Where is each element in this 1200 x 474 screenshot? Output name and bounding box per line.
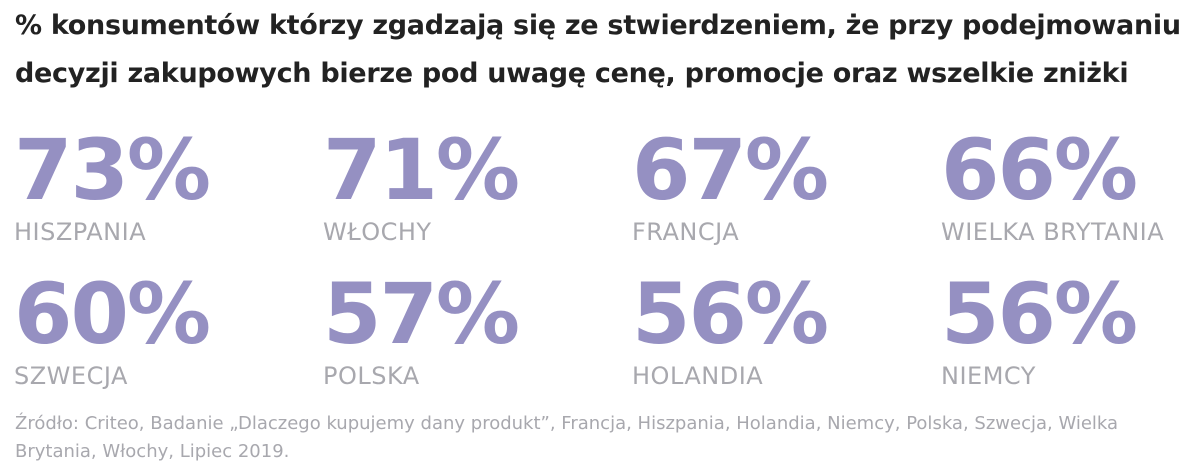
stat-country: FRANCJA	[632, 218, 740, 246]
stat-item: 56% HOLANDIA	[632, 269, 941, 413]
stat-country: HISZPANIA	[14, 218, 147, 246]
stat-value: 67%	[632, 121, 829, 219]
stat-country: HOLANDIA	[632, 362, 764, 390]
stat-country: WŁOCHY	[323, 218, 432, 246]
infographic-title: % konsumentów którzy zgadzają się ze stw…	[15, 10, 1181, 89]
stat-item: 56% NIEMCY	[941, 269, 1200, 413]
stat-item: 67% FRANCJA	[632, 125, 941, 269]
stat-country: SZWECJA	[14, 362, 128, 390]
stat-item: 60% SZWECJA	[14, 269, 323, 413]
stat-country: POLSKA	[323, 362, 420, 390]
stat-item: 66% WIELKA BRYTANIA	[941, 125, 1200, 269]
stat-item: 57% POLSKA	[323, 269, 632, 413]
stat-value: 56%	[941, 265, 1138, 363]
stat-value: 71%	[323, 121, 520, 219]
stat-item: 71% WŁOCHY	[323, 125, 632, 269]
source-note: Źródło: Criteo, Badanie „Dlaczego kupuje…	[15, 413, 1119, 462]
stat-value: 56%	[632, 265, 829, 363]
stat-item: 73% HISZPANIA	[14, 125, 323, 269]
stat-value: 57%	[323, 265, 520, 363]
stat-value: 73%	[14, 121, 211, 219]
stat-country: WIELKA BRYTANIA	[941, 218, 1165, 246]
stats-grid: 73% HISZPANIA 71% WŁOCHY 67% FRANCJA 66% WIE…	[14, 125, 1200, 413]
stat-country: NIEMCY	[941, 362, 1036, 390]
stat-value: 66%	[941, 121, 1138, 219]
stat-value: 60%	[14, 265, 211, 363]
